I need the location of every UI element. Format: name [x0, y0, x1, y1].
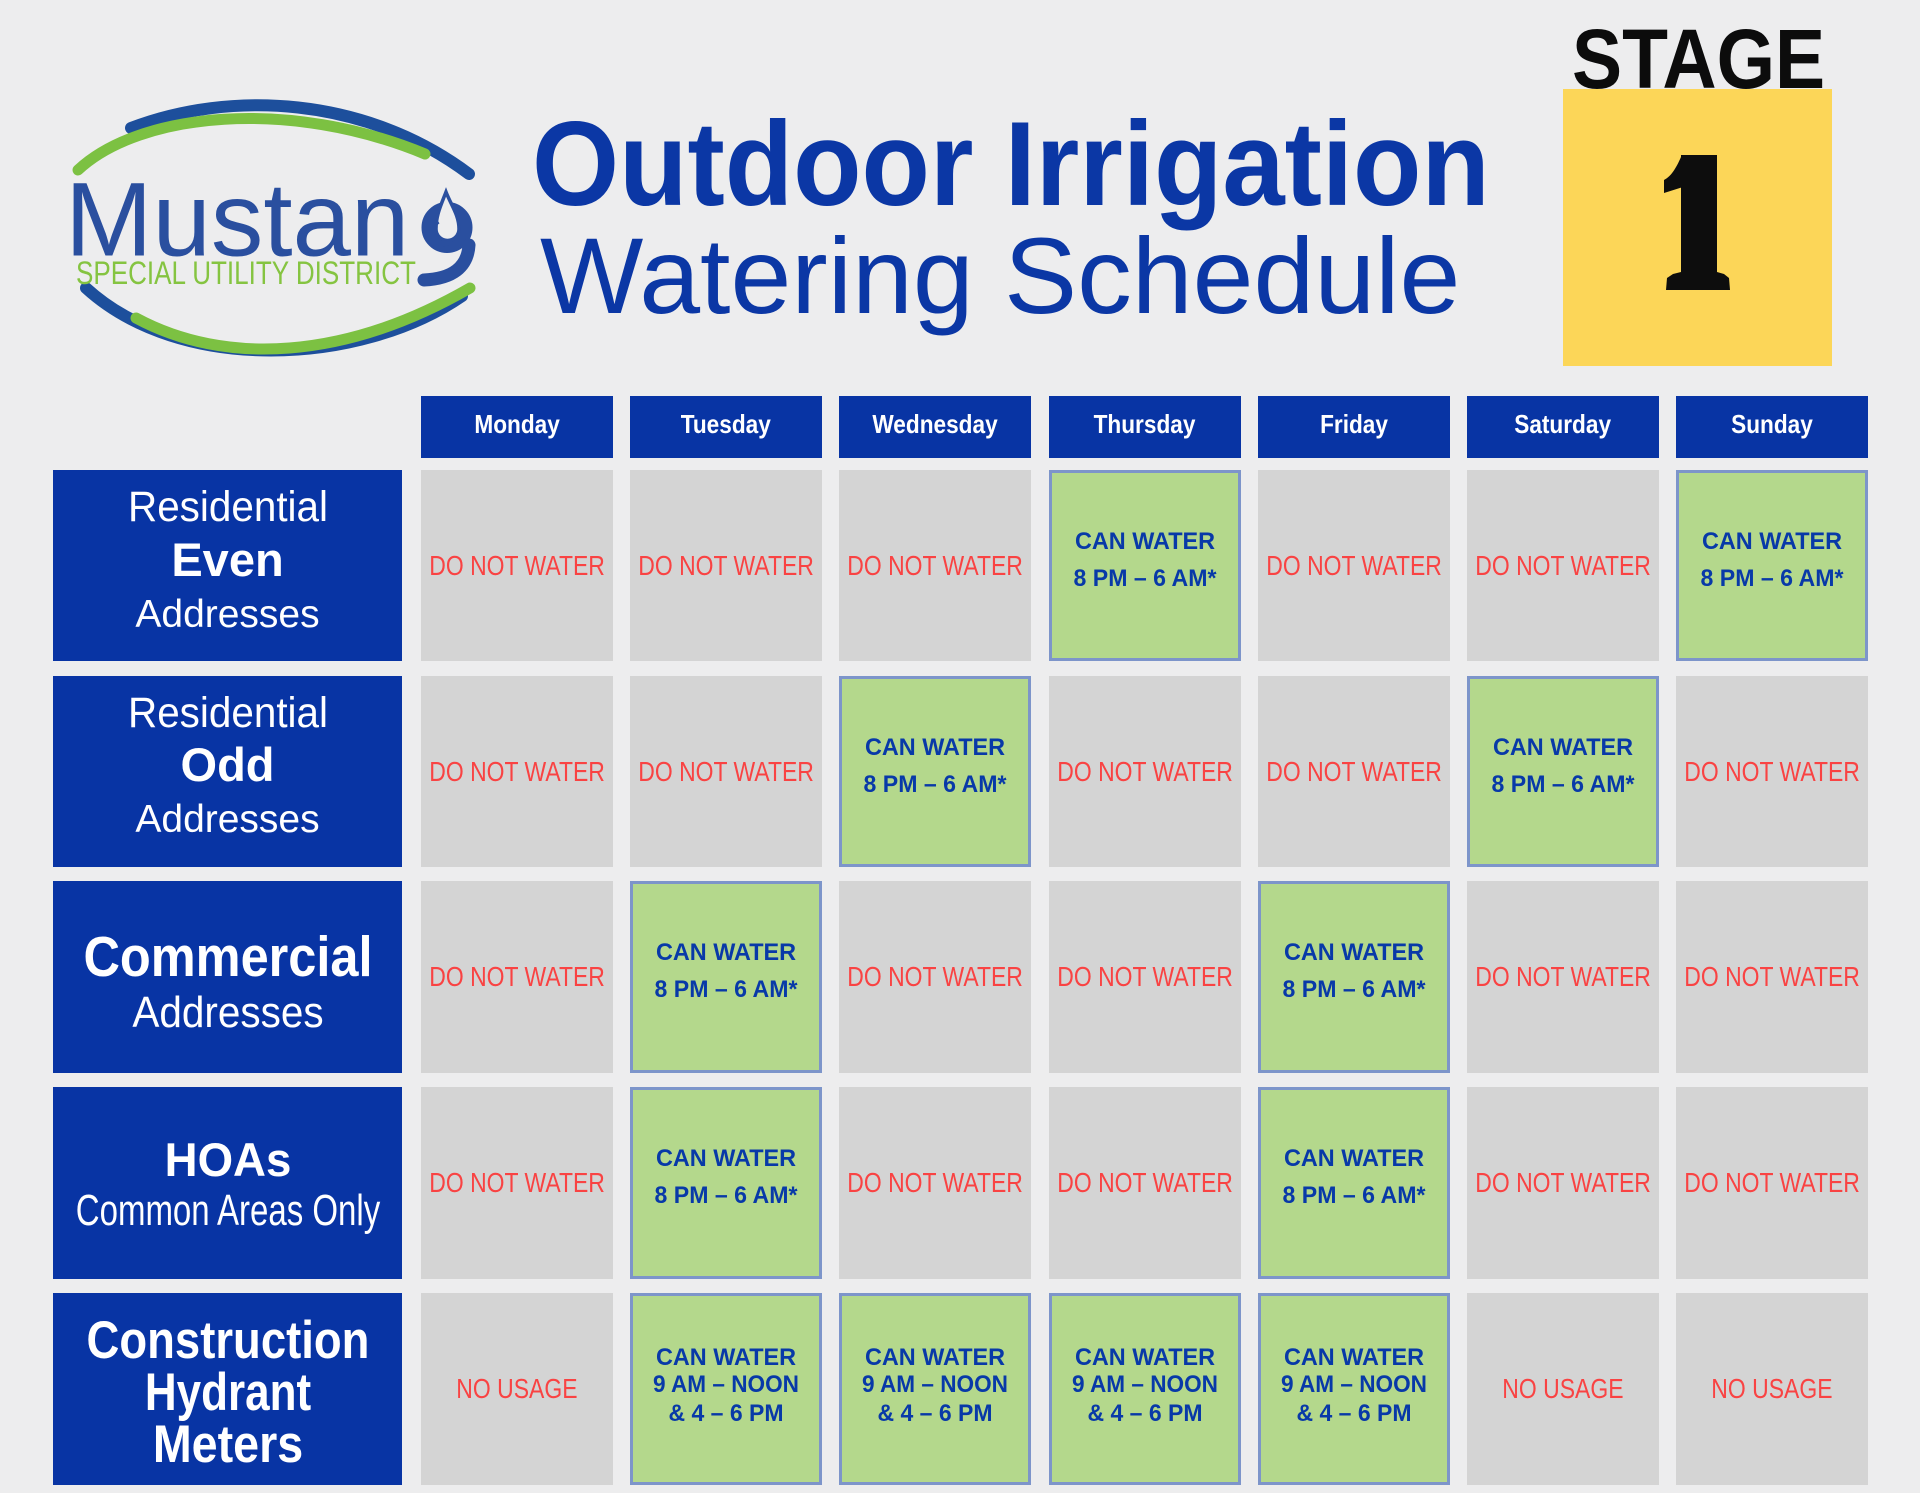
svg-text:SPECIAL UTILITY DISTRICT: SPECIAL UTILITY DISTRICT: [76, 257, 416, 292]
svg-text:Mustan: Mustan: [65, 161, 409, 278]
